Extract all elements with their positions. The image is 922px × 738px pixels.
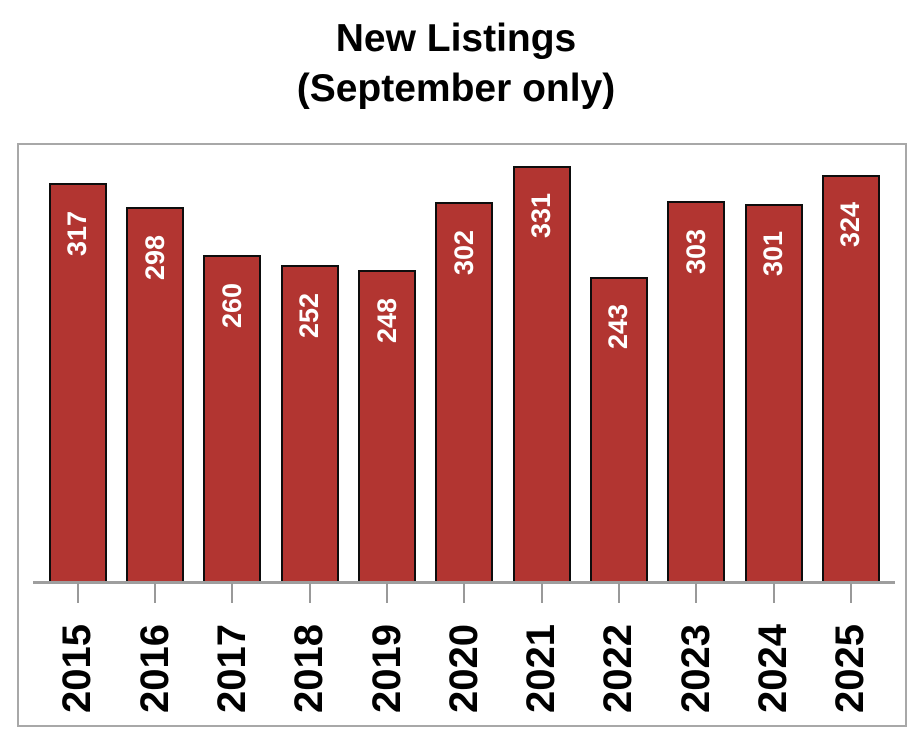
x-axis-label-text: 2025 — [828, 623, 873, 713]
bar-2021: 331 — [512, 165, 571, 582]
bar-value-text: 324 — [835, 202, 866, 248]
bar-value-text: 317 — [62, 210, 93, 257]
x-axis-label-text: 2022 — [596, 623, 641, 713]
bar-2022: 243 — [589, 276, 648, 582]
bar-value-text: 243 — [603, 303, 634, 350]
bar-value-text: 298 — [139, 234, 170, 280]
bar-2020: 302 — [435, 202, 494, 582]
x-axis-tick — [463, 583, 466, 603]
bar-value-label: 317 — [51, 207, 105, 259]
bar-2017: 260 — [203, 255, 262, 582]
x-axis-tick — [308, 583, 311, 603]
x-axis-label-text: 2020 — [441, 623, 486, 713]
bar-value-text: 252 — [294, 292, 325, 338]
bar-value-text: 302 — [448, 229, 479, 275]
x-axis-tick — [849, 583, 852, 603]
x-axis-tick — [540, 583, 543, 603]
bar-value-label: 260 — [205, 279, 259, 331]
x-axis-label-text: 2021 — [519, 623, 564, 713]
bar-2018: 252 — [280, 265, 339, 582]
x-axis-tick — [231, 583, 234, 603]
chart-title: New Listings (September only) — [0, 14, 912, 114]
bar-value-label: 324 — [824, 199, 878, 251]
bar-value-text: 260 — [216, 282, 247, 328]
x-axis-tick — [386, 583, 389, 603]
bar-2023: 303 — [667, 201, 726, 582]
bar-value-text: 301 — [758, 231, 789, 277]
x-axis-label-text: 2019 — [364, 623, 409, 713]
bar-value-text: 331 — [526, 193, 557, 239]
x-axis-label-text: 2023 — [673, 623, 718, 713]
x-axis-line — [33, 581, 895, 584]
bar-2025: 324 — [821, 174, 880, 582]
bar-value-text: 303 — [680, 228, 711, 274]
bar-value-label: 298 — [128, 231, 182, 283]
bar-value-label: 301 — [747, 228, 801, 280]
x-axis-label-text: 2016 — [132, 623, 177, 713]
bar-value-label: 303 — [669, 225, 723, 277]
x-axis-label-text: 2015 — [55, 623, 100, 713]
x-axis-label-2025: 2025 — [803, 620, 899, 716]
bar-2024: 301 — [744, 203, 803, 582]
bar-value-label: 252 — [283, 289, 337, 341]
x-axis-tick — [154, 583, 157, 603]
bar-2019: 248 — [358, 270, 417, 582]
x-axis-label-text: 2017 — [209, 623, 254, 713]
bar-value-label: 248 — [360, 294, 414, 346]
bar-2015: 317 — [48, 183, 107, 582]
bar-value-label: 302 — [437, 226, 491, 278]
x-axis-tick — [695, 583, 698, 603]
bar-2016: 298 — [126, 207, 185, 582]
x-axis-label-text: 2018 — [287, 623, 332, 713]
x-axis-tick — [76, 583, 79, 603]
chart-title-line1: New Listings — [335, 17, 577, 60]
x-axis-tick — [772, 583, 775, 603]
chart-title-line2: (September only) — [296, 67, 616, 110]
x-axis-tick — [617, 583, 620, 603]
x-axis-label-text: 2024 — [751, 623, 796, 713]
bar-value-text: 248 — [371, 297, 402, 343]
bar-value-label: 243 — [592, 301, 646, 353]
bar-value-label: 331 — [515, 190, 569, 242]
